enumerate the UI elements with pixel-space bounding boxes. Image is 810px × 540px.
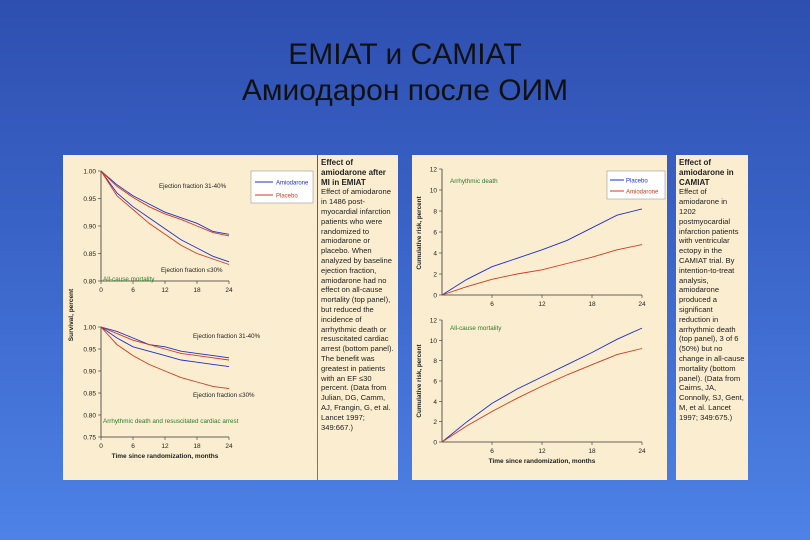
emiat-legend-label-amiodarone: Amiodarone [276, 181, 309, 187]
emiat-y-axis-label: Survival, percent [68, 288, 75, 341]
camiat-arrhythmic-series-placebo-line [441, 208, 643, 296]
emiat-arrhythmic-x-axis-label: Time since randomization, months [112, 453, 219, 460]
emiat-allcause-xtick-label: 0 [99, 287, 103, 294]
emiat-arrhythmic-ytick-label: 0.75 [83, 435, 96, 442]
emiat-allcause-xtick-label: 6 [131, 287, 135, 294]
emiat-annotation-ef31-top: Ejection fraction 31-40% [159, 183, 227, 190]
camiat-arrhythmic-ytick-label: 10 [430, 188, 438, 195]
emiat-annotation-ef30-bottom: Ejection fraction ≤30% [193, 392, 255, 399]
emiat-allcause-ytick-label: 0.95 [83, 196, 96, 203]
camiat-allcause-ytick-label: 8 [433, 358, 437, 365]
emiat-arrhythmic-series-amiodarone-line [100, 326, 230, 368]
camiat-arrhythmic-ytick-label: 12 [430, 167, 438, 174]
camiat-allcause-ytick-label: 10 [430, 338, 438, 345]
emiat-allcause-ytick-label: 0.90 [83, 224, 96, 231]
camiat-top-y-axis-label: Cumulative risk, percent [416, 196, 423, 270]
camiat-allcause-xtick-label: 12 [538, 448, 546, 455]
camiat-arrhythmic-xtick-label: 18 [588, 301, 596, 308]
camiat-allcause-ytick-label: 6 [433, 379, 437, 386]
camiat-allcause-series-placebo-line [441, 327, 643, 443]
camiat-caption-panel: Effect of amiodarone in CAMIAT Effect of… [676, 155, 748, 480]
emiat-allcause-series-amiodarone-line [100, 170, 230, 235]
emiat-arrhythmic-xtick-label: 24 [225, 443, 233, 450]
emiat-annotation-ef30-top: Ejection fraction ≤30% [161, 267, 223, 274]
emiat-allcause-xtick-label: 24 [225, 287, 233, 294]
camiat-allcause-xtick-label: 6 [490, 448, 494, 455]
slide-title-line2: Амиодарон после ОИМ [241, 74, 569, 107]
camiat-allcause-ytick-label: 0 [433, 440, 437, 447]
camiat-legend-label-amiodarone: Amiodarone [626, 190, 659, 196]
emiat-arrhythmic-ytick-label: 0.80 [83, 413, 96, 420]
camiat-arrhythmic-panel-label: Arrhythmic death [450, 178, 498, 185]
camiat-arrhythmic-ytick-label: 8 [433, 209, 437, 216]
emiat-allcause-series-placebo-line [100, 170, 230, 265]
emiat-legend-label-placebo: Placebo [276, 194, 298, 200]
emiat-arrhythmic-series-placebo-line [100, 326, 230, 361]
camiat-allcause-xtick-label: 24 [638, 448, 646, 455]
camiat-arrhythmic-ytick-label: 2 [433, 272, 437, 279]
emiat-annotation-ef31-bottom: Ejection fraction 31-40% [193, 333, 261, 340]
camiat-arrhythmic-ytick-label: 0 [433, 293, 437, 300]
emiat-arrhythmic-series-amiodarone-line [100, 326, 230, 359]
emiat-allcause-ytick-label: 1.00 [83, 169, 96, 176]
camiat-legend-box [606, 170, 666, 200]
emiat-allcause-ytick-label: 0.80 [83, 279, 96, 286]
emiat-chart-panel: 1.00 0.95 0.90 0.85 0.80 0 6 12 18 24 All-cause mo… [63, 155, 317, 480]
camiat-arrhythmic-xtick-label: 6 [490, 301, 494, 308]
camiat-allcause-ytick-label: 12 [430, 318, 438, 325]
camiat-allcause-ytick-label: 4 [433, 399, 437, 406]
emiat-arrhythmic-series-placebo-line [100, 326, 230, 390]
slide-title-line1: EMIAT и CAMIAT [288, 38, 522, 71]
emiat-arrhythmic-xtick-label: 18 [193, 443, 201, 450]
camiat-arrhythmic-xtick-label: 24 [638, 301, 646, 308]
emiat-arrhythmic-ytick-label: 0.95 [83, 347, 96, 354]
emiat-caption-heading: Effect of amiodarone after MI in EMIAT [321, 158, 386, 187]
camiat-caption-body: Effect of amiodarone in 1202 postmyocard… [679, 187, 745, 422]
camiat-charts-svg: 12 10 8 6 4 2 0 6 12 18 24 Arrhythmic death 12 10 8 6 4 2… [416, 167, 666, 465]
camiat-arrhythmic-ytick-label: 6 [433, 230, 437, 237]
emiat-allcause-xtick-label: 18 [193, 287, 201, 294]
emiat-arrhythmic-ytick-label: 0.90 [83, 369, 96, 376]
camiat-caption-heading: Effect of amiodarone in CAMIAT [679, 158, 734, 187]
camiat-arrhythmic-series-amiodarone-line [441, 244, 643, 296]
emiat-allcause-panel-label: All-cause mortality [103, 276, 155, 283]
camiat-allcause-xtick-label: 18 [588, 448, 596, 455]
emiat-allcause-series-amiodarone-line [100, 170, 230, 263]
camiat-chart-panel: 12 10 8 6 4 2 0 6 12 18 24 Arrhythmic death 12 10 8 6 4 2… [412, 155, 667, 480]
camiat-allcause-ytick-label: 2 [433, 419, 437, 426]
emiat-arrhythmic-xtick-label: 6 [131, 443, 135, 450]
emiat-arrhythmic-panel-label: Arrhythmic death and resuscitated cardia… [103, 418, 239, 425]
emiat-arrhythmic-xtick-label: 0 [99, 443, 103, 450]
emiat-arrhythmic-ytick-label: 1.00 [83, 325, 96, 332]
camiat-allcause-panel-label: All-cause mortality [450, 325, 502, 332]
camiat-allcause-x-axis-label: Time since randomization, months [489, 458, 596, 465]
emiat-caption-panel: Effect of amiodarone after MI in EMIAT E… [318, 155, 398, 480]
emiat-arrhythmic-ytick-label: 0.85 [83, 391, 96, 398]
camiat-arrhythmic-xtick-label: 12 [538, 301, 546, 308]
camiat-legend-label-placebo: Placebo [626, 179, 648, 185]
emiat-caption-body: Effect of amiodarone in 1486 post-myocar… [321, 187, 394, 432]
emiat-allcause-xtick-label: 12 [161, 287, 169, 294]
emiat-legend-box [250, 170, 314, 204]
emiat-allcause-ytick-label: 0.85 [83, 251, 96, 258]
camiat-arrhythmic-ytick-label: 4 [433, 251, 437, 258]
camiat-bottom-y-axis-label: Cumulative risk, percent [416, 344, 423, 418]
camiat-allcause-series-amiodarone-line [441, 348, 643, 443]
emiat-arrhythmic-xtick-label: 12 [161, 443, 169, 450]
emiat-allcause-series-placebo-line [100, 170, 230, 237]
